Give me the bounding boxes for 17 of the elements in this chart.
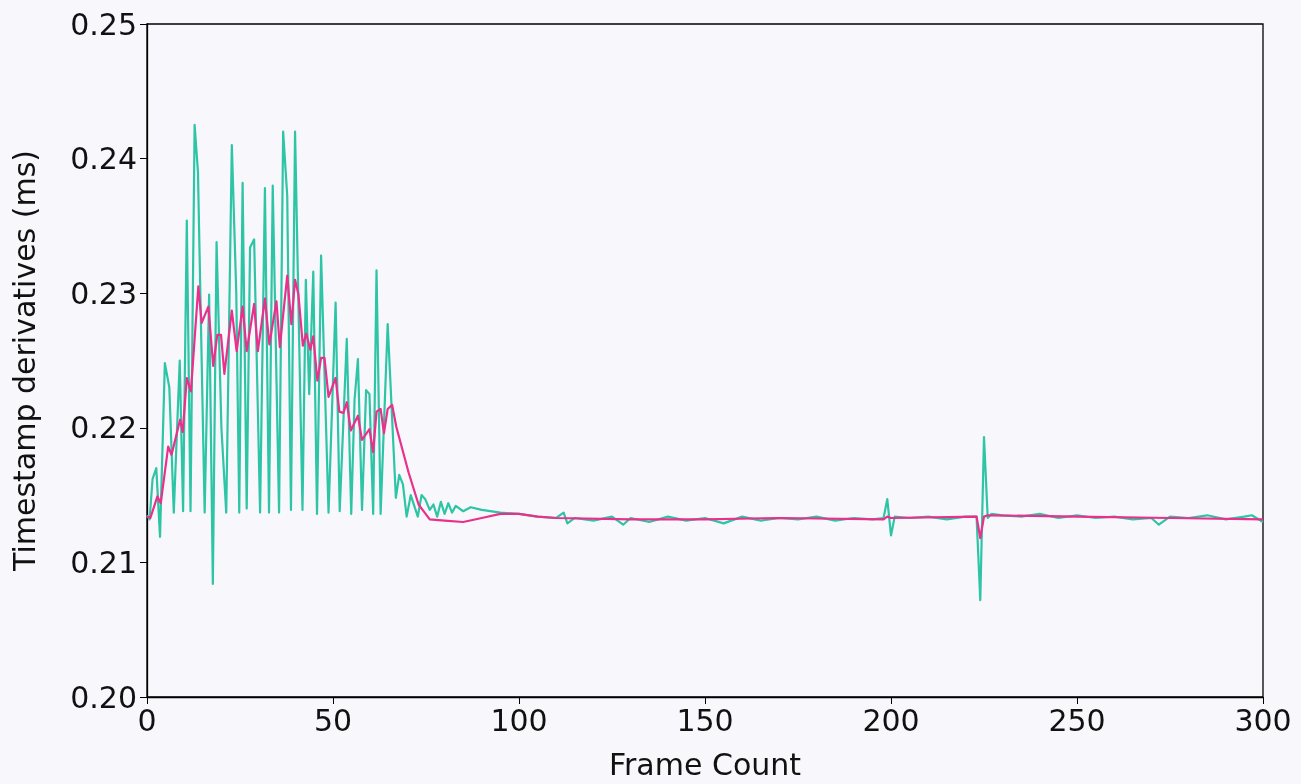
- y-tick-label: 0.23: [70, 275, 137, 311]
- y-tick-label: 0.20: [70, 679, 137, 715]
- x-tick-label: 100: [490, 702, 548, 738]
- y-tick-label: 0.25: [70, 6, 137, 42]
- y-tick-label: 0.22: [70, 410, 137, 446]
- y-tick-label: 0.24: [70, 141, 137, 177]
- line-series: [145, 123, 1265, 602]
- x-tick-label: 300: [1234, 702, 1292, 738]
- x-tick-label: 0: [137, 702, 157, 738]
- y-tick-label: 0.21: [70, 544, 137, 580]
- y-axis-title: Timestamp derivatives (ms): [6, 149, 42, 573]
- x-tick-label: 150: [676, 702, 734, 738]
- x-tick-label: 250: [1048, 702, 1106, 738]
- x-tick-label: 50: [313, 702, 353, 738]
- x-tick-label: 200: [862, 702, 920, 738]
- x-axis-title: Frame Count: [608, 746, 802, 782]
- line-series: [145, 274, 1265, 540]
